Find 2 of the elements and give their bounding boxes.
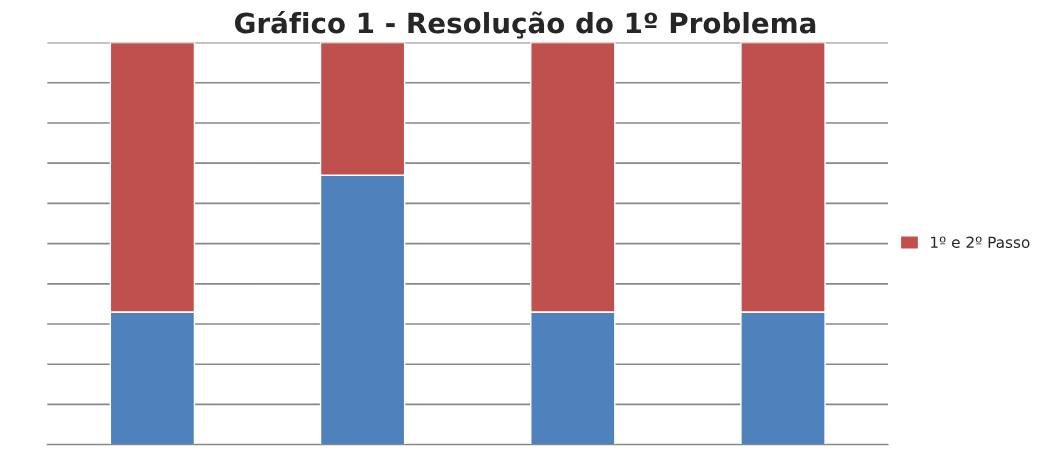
legend-label: 1º e 2º Passo xyxy=(931,236,1030,249)
chart-title: Gráfico 1 - Resolução do 1º Problema xyxy=(235,10,816,39)
